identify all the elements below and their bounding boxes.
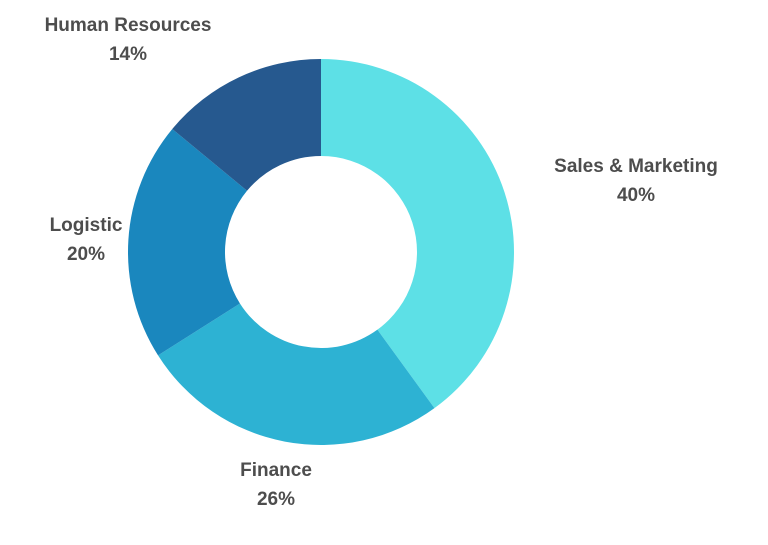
slice-label-finance: Finance: [240, 460, 312, 481]
slice-label-sales-marketing: Sales & Marketing: [554, 156, 718, 177]
slice-human-resources: [172, 59, 321, 191]
slice-sales-marketing: [321, 59, 515, 409]
slice-label-logistic: Logistic: [50, 215, 123, 236]
slice-logistic: [127, 128, 248, 356]
slice-finance: [158, 303, 435, 446]
slice-value-finance: 26%: [257, 489, 295, 510]
slice-value-sales-marketing: 40%: [617, 185, 655, 206]
slice-label-human-resources: Human Resources: [45, 15, 212, 36]
slice-value-logistic: 20%: [67, 244, 105, 265]
donut-slices: [127, 59, 515, 446]
slice-value-human-resources: 14%: [109, 44, 147, 65]
